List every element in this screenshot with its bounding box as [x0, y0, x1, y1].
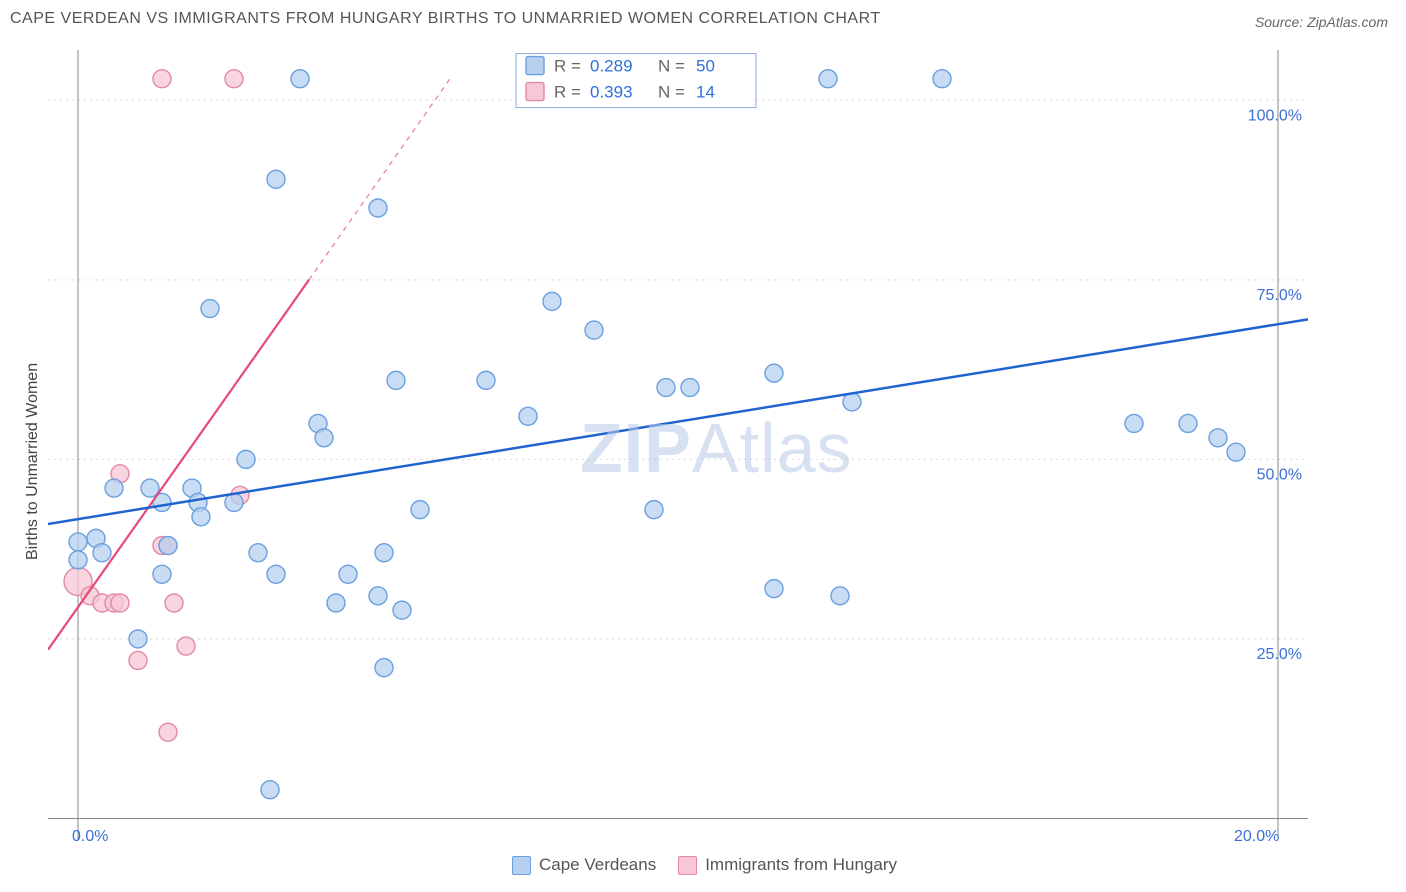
y-tick-label: 100.0%: [1248, 107, 1302, 124]
svg-text:0.289: 0.289: [590, 57, 633, 76]
legend-swatch: [678, 856, 697, 875]
legend-label: Immigrants from Hungary: [705, 855, 897, 875]
legend-swatch: [512, 856, 531, 875]
data-point: [153, 565, 171, 583]
data-point: [387, 371, 405, 389]
data-point: [657, 379, 675, 397]
legend-label: Cape Verdeans: [539, 855, 656, 875]
data-point: [93, 544, 111, 562]
data-point: [225, 70, 243, 88]
data-point: [129, 630, 147, 648]
data-point: [681, 379, 699, 397]
data-point: [291, 70, 309, 88]
chart-title: CAPE VERDEAN VS IMMIGRANTS FROM HUNGARY …: [10, 10, 881, 28]
data-point: [267, 170, 285, 188]
y-tick-label: 25.0%: [1257, 646, 1302, 663]
source-attribution: Source: ZipAtlas.com: [1255, 14, 1388, 30]
data-point: [237, 450, 255, 468]
data-point: [375, 659, 393, 677]
data-point: [1227, 443, 1245, 461]
data-point: [369, 587, 387, 605]
data-point: [159, 537, 177, 555]
svg-text:N =: N =: [658, 57, 685, 76]
data-point: [201, 300, 219, 318]
y-tick-label: 50.0%: [1257, 466, 1302, 483]
bottom-legend: Cape Verdeans Immigrants from Hungary: [512, 855, 897, 875]
svg-text:N =: N =: [658, 83, 685, 102]
svg-text:50: 50: [696, 57, 715, 76]
data-point: [543, 292, 561, 310]
data-point: [393, 601, 411, 619]
svg-text:0.393: 0.393: [590, 83, 633, 102]
data-point: [165, 594, 183, 612]
x-tick-label: 0.0%: [72, 828, 108, 846]
data-point: [375, 544, 393, 562]
data-point: [327, 594, 345, 612]
data-point: [69, 533, 87, 551]
data-point: [765, 364, 783, 382]
data-point: [225, 493, 243, 511]
x-tick-label: 20.0%: [1234, 828, 1279, 846]
svg-text:14: 14: [696, 83, 715, 102]
svg-text:R =: R =: [554, 57, 581, 76]
data-point: [1179, 414, 1197, 432]
data-point: [111, 594, 129, 612]
data-point: [129, 651, 147, 669]
data-point: [477, 371, 495, 389]
data-point: [267, 565, 285, 583]
chart-container: { "title": "CAPE VERDEAN VS IMMIGRANTS F…: [0, 0, 1406, 892]
data-point: [261, 781, 279, 799]
y-tick-label: 75.0%: [1257, 287, 1302, 304]
data-point: [249, 544, 267, 562]
data-point: [765, 580, 783, 598]
data-point: [315, 429, 333, 447]
data-point: [411, 501, 429, 519]
data-point: [105, 479, 123, 497]
data-point: [519, 407, 537, 425]
data-point: [339, 565, 357, 583]
data-point: [153, 70, 171, 88]
data-point: [831, 587, 849, 605]
data-point: [933, 70, 951, 88]
data-point: [1125, 414, 1143, 432]
correlation-legend: R = 0.289 N = 50 R = 0.393 N = 14: [516, 54, 756, 108]
data-point: [645, 501, 663, 519]
data-point: [369, 199, 387, 217]
svg-text:R =: R =: [554, 83, 581, 102]
data-point: [192, 508, 210, 526]
data-point: [819, 70, 837, 88]
y-axis-label: Births to Unmarried Women: [24, 363, 42, 560]
scatter-plot: R = 0.289 N = 50 R = 0.393 N = 14 25.0% 50.0% 75.0…: [48, 50, 1308, 840]
data-point: [585, 321, 603, 339]
data-point: [1209, 429, 1227, 447]
data-point: [69, 551, 87, 569]
data-point: [177, 637, 195, 655]
data-point: [159, 723, 177, 741]
